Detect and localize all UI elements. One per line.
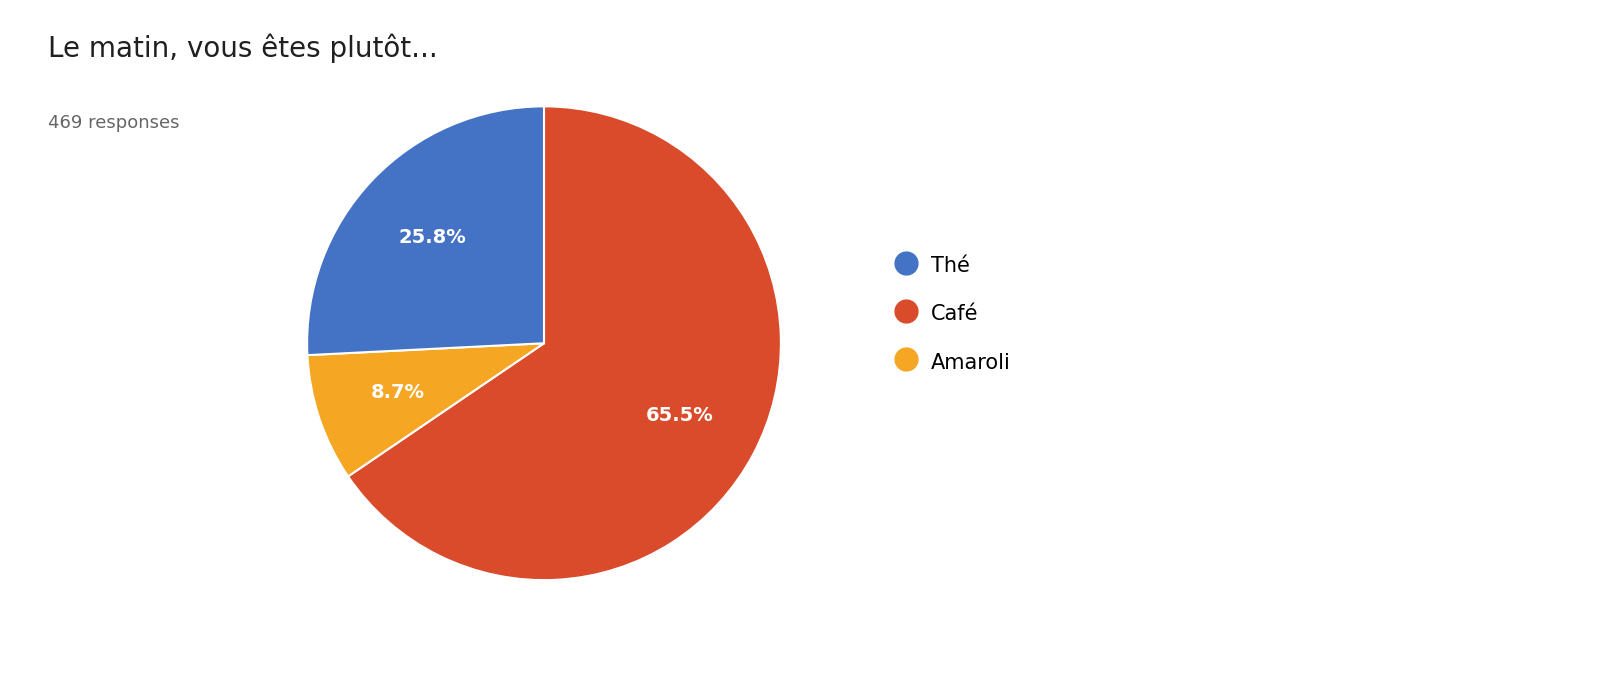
Text: 25.8%: 25.8% <box>398 227 466 246</box>
Text: 469 responses: 469 responses <box>48 114 179 133</box>
Wedge shape <box>349 106 781 580</box>
Wedge shape <box>307 343 544 476</box>
Wedge shape <box>307 106 544 355</box>
Text: Le matin, vous êtes plutôt...: Le matin, vous êtes plutôt... <box>48 34 438 63</box>
Text: 8.7%: 8.7% <box>371 383 426 402</box>
Legend: Thé, Café, Amaroli: Thé, Café, Amaroli <box>898 252 1011 375</box>
Text: 65.5%: 65.5% <box>646 406 714 425</box>
